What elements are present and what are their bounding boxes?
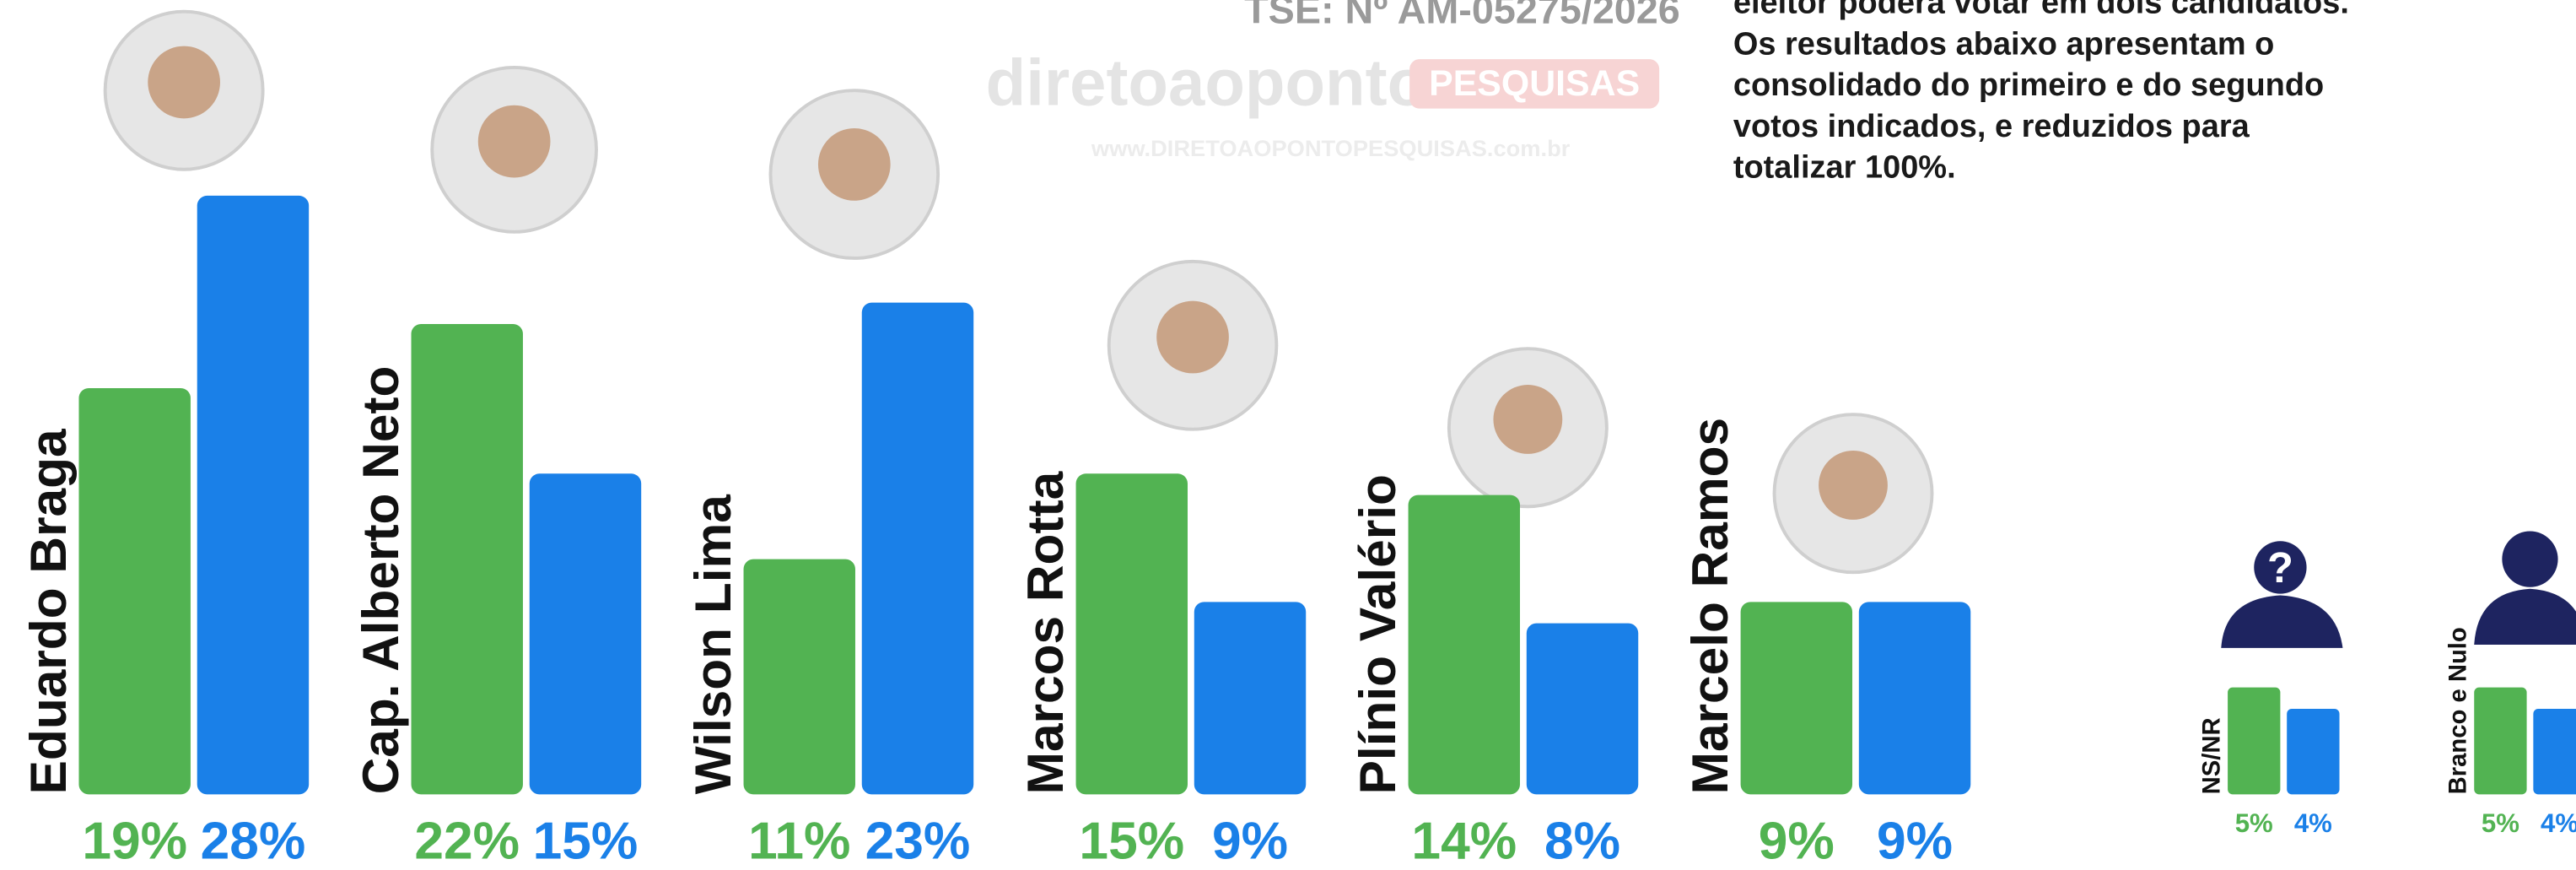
value-label: 28%: [201, 812, 306, 870]
category-label: Eduardo Braga: [19, 429, 77, 794]
bar: [743, 559, 855, 795]
value-label: 19%: [82, 812, 187, 870]
value-label: 15%: [533, 812, 639, 870]
bar: [1075, 473, 1188, 795]
silhouettes: ?: [2221, 531, 2576, 648]
value-label: 9%: [1759, 812, 1835, 870]
value-label: 4%: [2541, 808, 2576, 838]
bar: [1740, 602, 1853, 795]
note-line: votos indicados, e reduzidos para: [1733, 109, 2250, 144]
brand: diretoaoponto: [986, 46, 1428, 120]
brand-tag: PESQUISAS: [1429, 63, 1640, 104]
note-line: Os resultados abaixo apresentam o: [1733, 26, 2275, 62]
bar: [529, 473, 642, 795]
note-line: consolidado do primeiro e do segundo: [1733, 68, 2324, 103]
value-label: 23%: [865, 812, 971, 870]
category-label: Plínio Valério: [1349, 474, 1406, 794]
category-label: Cap. Alberto Neto: [352, 366, 409, 795]
bar: [1194, 602, 1307, 795]
category-label: Wilson Lima: [684, 494, 741, 795]
value-label: 9%: [1877, 812, 1953, 870]
note-line: totalizar 100%.: [1733, 149, 1956, 185]
value-label: 4%: [2294, 808, 2332, 838]
bar: [1526, 623, 1639, 795]
value-label: 5%: [2482, 808, 2519, 838]
bar: [2533, 709, 2576, 795]
category-label: Marcos Rotta: [1016, 471, 1074, 794]
category-label: Branco e Nulo: [2445, 627, 2472, 794]
bar: [197, 195, 310, 795]
value-label: 14%: [1411, 812, 1517, 870]
value-label: 8%: [1544, 812, 1620, 870]
registration: TSE: Nº AM-05275/2026: [1244, 0, 1680, 31]
bar: [78, 387, 191, 795]
bar: [2287, 709, 2340, 795]
url: www.DIRETOAOPONTOPESQUISAS.com.br: [1091, 135, 1571, 161]
value-label: 11%: [748, 812, 850, 870]
bar: [1408, 494, 1521, 795]
bar: [2228, 687, 2281, 795]
note-line: eleitor poderá votar em dois candidatos.: [1733, 0, 2349, 21]
value-label: 5%: [2235, 808, 2273, 838]
svg-text:?: ?: [2267, 543, 2293, 592]
bar: [411, 323, 523, 795]
category-label: Marcelo Ramos: [1681, 418, 1738, 794]
value-label: 22%: [414, 812, 520, 870]
value-label: 15%: [1079, 812, 1184, 870]
category-label: NS/NR: [2198, 717, 2225, 794]
brand-tag-bg: [1409, 59, 1660, 109]
value-label: 9%: [1212, 812, 1288, 870]
bar: [2474, 687, 2527, 795]
bar: [861, 302, 974, 795]
bar: [1858, 602, 1971, 795]
notes: eleitor poderá votar em dois candidatos.…: [1733, 0, 2349, 185]
photo-faces: [148, 46, 1888, 520]
